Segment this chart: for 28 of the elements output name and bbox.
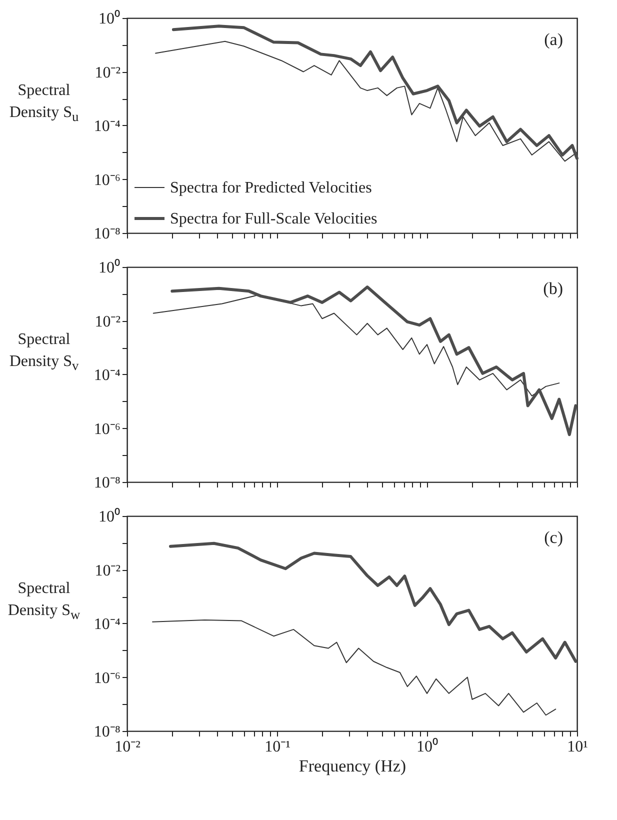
y-tick-label: 10⁻⁸ xyxy=(94,226,120,242)
x-tick-label: 10⁻² xyxy=(114,738,141,756)
annotation: (a) xyxy=(544,30,563,49)
annotation: (b) xyxy=(543,279,563,298)
y-tick-label: 10⁻⁴ xyxy=(94,616,121,633)
y-tick-label: 10⁻⁴ xyxy=(94,118,121,135)
y-axis-title: Spectral Density S$_{w}$ xyxy=(6,579,82,624)
legend-label: Spectra for Predicted Velocities xyxy=(170,180,372,196)
y-tick-label: 10⁻⁶ xyxy=(94,420,120,438)
legend-label: Spectra for Full-Scale Velocities xyxy=(170,210,378,228)
y-tick-label: 10⁻² xyxy=(94,64,121,82)
y-tick-label: 10⁰ xyxy=(98,10,120,28)
y-axis-title: Spectral Density S$_{v}$ xyxy=(8,330,80,375)
y-tick-label: 10⁻⁶ xyxy=(94,172,120,189)
y-tick-label: 10⁻⁶ xyxy=(94,670,120,687)
y-tick-label: 10⁻⁸ xyxy=(94,474,120,492)
y-tick-label: 10⁻⁴ xyxy=(94,367,121,384)
y-tick-label: 10⁰ xyxy=(98,508,120,526)
y-tick-label: 10⁰ xyxy=(98,258,120,276)
x-tick-label: 10⁻¹ xyxy=(264,738,291,756)
y-tick-label: 10⁻⁸ xyxy=(94,724,120,740)
x-tick-label: 10⁰ xyxy=(416,738,438,756)
y-tick-label: 10⁻² xyxy=(94,562,121,580)
x-axis-title: Frequency (Hz) xyxy=(298,756,406,776)
x-tick-label: 10¹ xyxy=(567,738,588,756)
y-tick-label: 10⁻² xyxy=(94,313,121,330)
annotation: (c) xyxy=(544,528,563,547)
y-axis-title: Spectral Density S$_{u}$ xyxy=(8,81,80,126)
